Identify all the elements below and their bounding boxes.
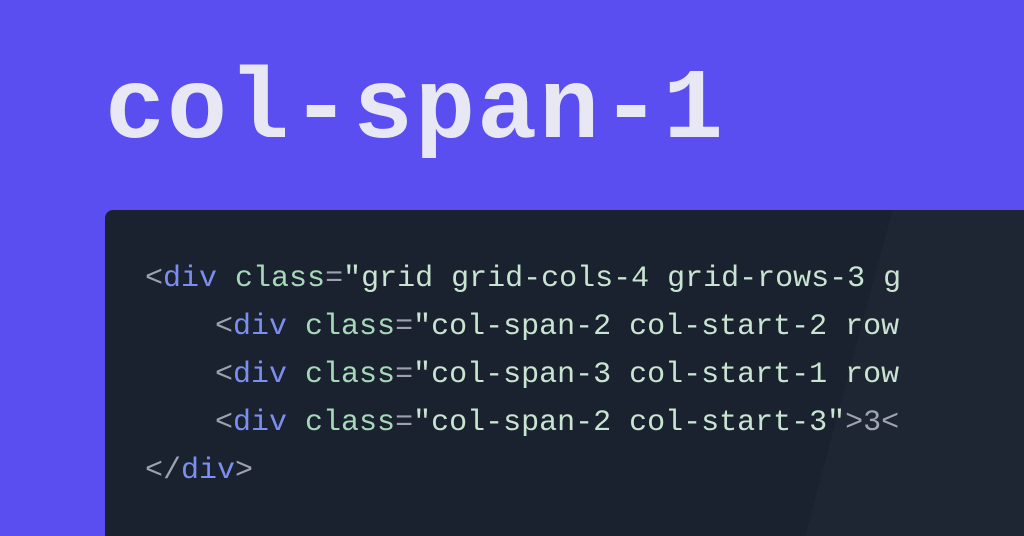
code-token-str: "col-span-3 col-start-1 row [413, 358, 899, 392]
code-line-0: <div class="grid grid-cols-4 grid-rows-3… [145, 255, 1024, 303]
code-token-punct: </ [145, 454, 181, 488]
code-line-4: </div> [145, 447, 1024, 495]
code-block: <div class="grid grid-cols-4 grid-rows-3… [105, 210, 1024, 536]
code-token-punct: > [235, 454, 253, 488]
code-token-tag: div [233, 406, 287, 440]
code-token-punct: = [395, 310, 413, 344]
code-token-attr: class [305, 310, 395, 344]
code-token-attr: class [305, 358, 395, 392]
code-token-punct: < [215, 310, 233, 344]
code-line-1: <div class="col-span-2 col-start-2 row [145, 303, 1024, 351]
code-token-punct: < [145, 262, 163, 296]
code-token-punct: = [325, 262, 343, 296]
code-token-punct: = [395, 358, 413, 392]
code-token-attr: class [305, 406, 395, 440]
code-token-punct: = [395, 406, 413, 440]
code-token-tag: div [163, 262, 217, 296]
code-token-punct [287, 406, 305, 440]
code-token-tag: div [233, 358, 287, 392]
code-token-str: "col-span-2 col-start-2 row [413, 310, 899, 344]
code-token-punct: < [215, 358, 233, 392]
code-token-tag: div [181, 454, 235, 488]
code-token-tag: div [233, 310, 287, 344]
code-token-punct [287, 310, 305, 344]
code-token-punct [217, 262, 235, 296]
code-token-punct: >3< [845, 406, 899, 440]
code-line-2: <div class="col-span-3 col-start-1 row [145, 351, 1024, 399]
page-title: col-span-1 [0, 0, 1024, 168]
code-token-attr: class [235, 262, 325, 296]
code-token-punct: < [215, 406, 233, 440]
code-token-punct [287, 358, 305, 392]
code-token-str: "grid grid-cols-4 grid-rows-3 g [343, 262, 901, 296]
code-token-str: "col-span-2 col-start-3" [413, 406, 845, 440]
code-line-3: <div class="col-span-2 col-start-3">3< [145, 399, 1024, 447]
